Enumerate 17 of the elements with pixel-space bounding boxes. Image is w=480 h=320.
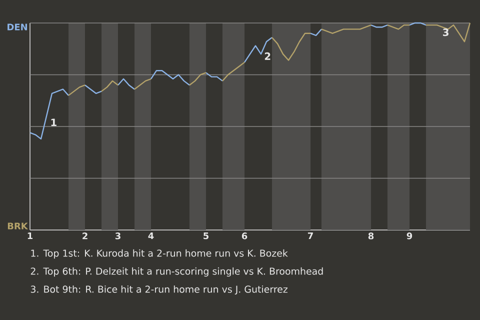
text: 1. Top 1st: K. Kuroda hit a 2-run home run vs K. Bozek xyxy=(31,249,288,259)
text: 2. Top 6th: P. Delzeit hit a run-scoring single vs K. Broomhead xyxy=(30,267,323,277)
x-tick-label: 4 xyxy=(148,232,154,240)
x-tick-label: 1 xyxy=(28,232,33,240)
x-tick-label: 7 xyxy=(308,232,313,240)
x-tick-label: 8 xyxy=(368,232,374,240)
text: DEN xyxy=(8,24,27,30)
x-tick-label: 5 xyxy=(204,232,208,240)
x-tick-label: 9 xyxy=(406,232,412,240)
x-tick-label: 6 xyxy=(242,232,248,240)
annotation: 2 xyxy=(264,52,270,60)
text: 3. Bot 9th: R. Bice hit a 2-run home run vs J. Gutierrez xyxy=(30,285,288,295)
annotation: 1 xyxy=(51,118,56,126)
annotation: 3 xyxy=(443,28,448,36)
text: BRK xyxy=(8,222,28,230)
x-tick-label: 2 xyxy=(82,232,88,240)
x-tick-label: 3 xyxy=(115,232,120,240)
